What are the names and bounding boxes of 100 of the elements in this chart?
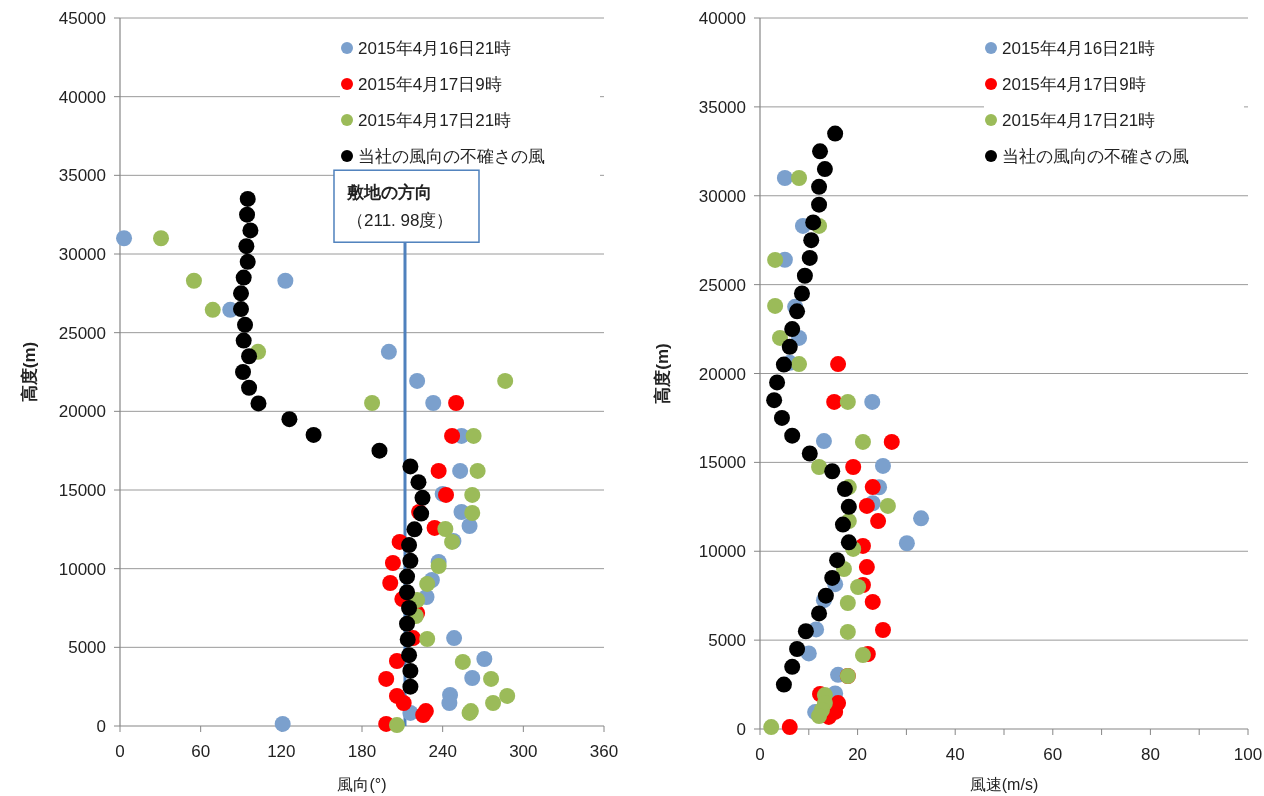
point: [801, 445, 818, 462]
x-tick-label: 120: [267, 742, 296, 761]
y-tick-label: 30000: [698, 186, 746, 206]
point: [430, 557, 447, 574]
point: [789, 303, 806, 320]
point: [371, 442, 388, 459]
y-tick-label: 0: [96, 717, 106, 736]
point: [399, 568, 416, 585]
legend-label: 当社の風向の不確さの風: [358, 147, 545, 166]
point: [797, 623, 814, 640]
point: [840, 498, 857, 515]
point: [776, 169, 793, 186]
y-tick-label: 40000: [698, 9, 746, 28]
point: [883, 433, 900, 450]
point: [497, 372, 514, 389]
point: [811, 178, 828, 195]
x-tick-label: 20: [848, 745, 868, 764]
point: [277, 272, 294, 289]
point: [858, 497, 875, 514]
point: [235, 364, 252, 380]
point: [235, 332, 252, 349]
point: [784, 427, 801, 444]
point: [775, 356, 792, 373]
point: [419, 631, 436, 647]
point: [448, 395, 465, 411]
point: [235, 269, 252, 286]
point: [827, 125, 844, 142]
point: [464, 486, 481, 503]
point: [241, 379, 258, 396]
point: [811, 605, 828, 622]
point: [854, 647, 871, 664]
point: [817, 587, 834, 604]
point: [395, 695, 412, 712]
x-tick-label: 60: [1043, 745, 1063, 764]
ref-line-label: 敷地の方向（211. 98度）: [346, 183, 454, 231]
point: [402, 458, 419, 475]
point: [824, 569, 841, 586]
point: [879, 497, 896, 514]
point: [401, 537, 418, 554]
y-tick-label: 25000: [698, 275, 746, 295]
point: [237, 316, 254, 333]
point: [242, 222, 259, 239]
point: [402, 662, 419, 679]
point: [791, 169, 808, 186]
point: [769, 374, 786, 391]
point: [781, 719, 798, 736]
legend-label: 2015年4月17日21時: [1002, 111, 1156, 130]
point: [791, 356, 808, 373]
point: [801, 249, 818, 266]
point: [826, 393, 843, 410]
point: [839, 594, 856, 611]
point: [485, 695, 502, 712]
x-tick-label: 180: [347, 742, 377, 761]
point: [805, 214, 822, 231]
x-tick-label: 60: [191, 742, 211, 761]
point: [414, 489, 431, 506]
point: [864, 593, 881, 610]
x-tick-label: 0: [755, 745, 765, 764]
y-tick-label: 45000: [58, 9, 106, 28]
point: [767, 251, 784, 268]
point: [840, 534, 857, 551]
legend-label: 2015年4月16日21時: [1002, 39, 1156, 58]
point: [815, 433, 832, 450]
point: [444, 427, 461, 444]
point: [812, 143, 829, 160]
point: [399, 615, 416, 632]
point: [399, 631, 416, 648]
point: [388, 717, 405, 734]
point: [784, 321, 801, 338]
x-axis-title: 風向(°): [337, 776, 387, 793]
point: [850, 578, 867, 595]
y-tick-label: 0: [736, 720, 746, 739]
point: [767, 297, 784, 314]
point: [824, 463, 841, 480]
point: [864, 393, 881, 410]
point: [364, 395, 381, 411]
point: [465, 427, 482, 444]
point: [238, 238, 255, 255]
point: [437, 521, 454, 538]
point: [274, 715, 291, 732]
point: [239, 190, 256, 207]
point: [775, 676, 792, 693]
y-tick-label: 35000: [58, 166, 106, 186]
point: [464, 504, 481, 521]
point: [469, 462, 486, 479]
y-tick-label: 15000: [58, 481, 106, 500]
y-tick-label: 15000: [698, 453, 746, 473]
point: [281, 411, 298, 428]
point: [839, 623, 856, 640]
x-axis-title: 風速(m/s): [969, 776, 1039, 793]
point: [388, 653, 405, 670]
point: [382, 574, 399, 591]
point: [839, 393, 856, 410]
point: [419, 575, 436, 592]
y-tick-label: 20000: [58, 402, 106, 422]
point: [811, 708, 828, 725]
point: [499, 687, 516, 704]
point: [464, 670, 481, 687]
point: [461, 518, 478, 535]
point: [446, 630, 463, 647]
